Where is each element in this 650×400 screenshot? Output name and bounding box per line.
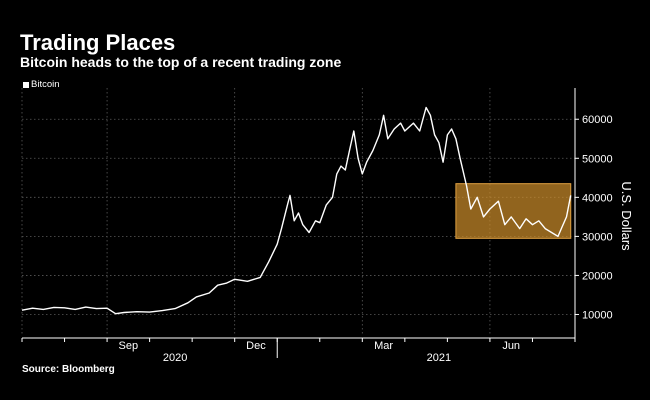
y-tick-label-2: 30000	[582, 231, 613, 243]
x-month-label-mar: Mar	[374, 340, 393, 352]
source-note: Source: Bloomberg	[22, 364, 115, 375]
y-tick-label-0: 10000	[582, 309, 613, 321]
legend-swatch	[23, 81, 29, 88]
chart-subtitle: Bitcoin heads to the top of a recent tra…	[20, 54, 342, 70]
x-year-label-2021: 2021	[427, 352, 451, 364]
y-tick-label-3: 40000	[582, 192, 613, 204]
x-month-label-jun: Jun	[502, 340, 520, 352]
trading-zone-box	[455, 183, 572, 239]
legend-label-bitcoin: Bitcoin	[31, 79, 60, 90]
y-tick-label-4: 50000	[582, 153, 613, 165]
x-year-label-2020: 2020	[163, 352, 187, 364]
series-line-bitcoin	[21, 106, 572, 315]
legend: Bitcoin	[23, 79, 60, 90]
x-month-label-dec: Dec	[246, 340, 266, 352]
y-tick-label-5: 60000	[582, 114, 613, 126]
chart-title: Trading Places	[20, 30, 176, 55]
y-tick-label-1: 20000	[582, 270, 613, 282]
x-month-label-sep: Sep	[119, 340, 139, 352]
y-axis-title: U.S. Dollars	[619, 181, 634, 251]
